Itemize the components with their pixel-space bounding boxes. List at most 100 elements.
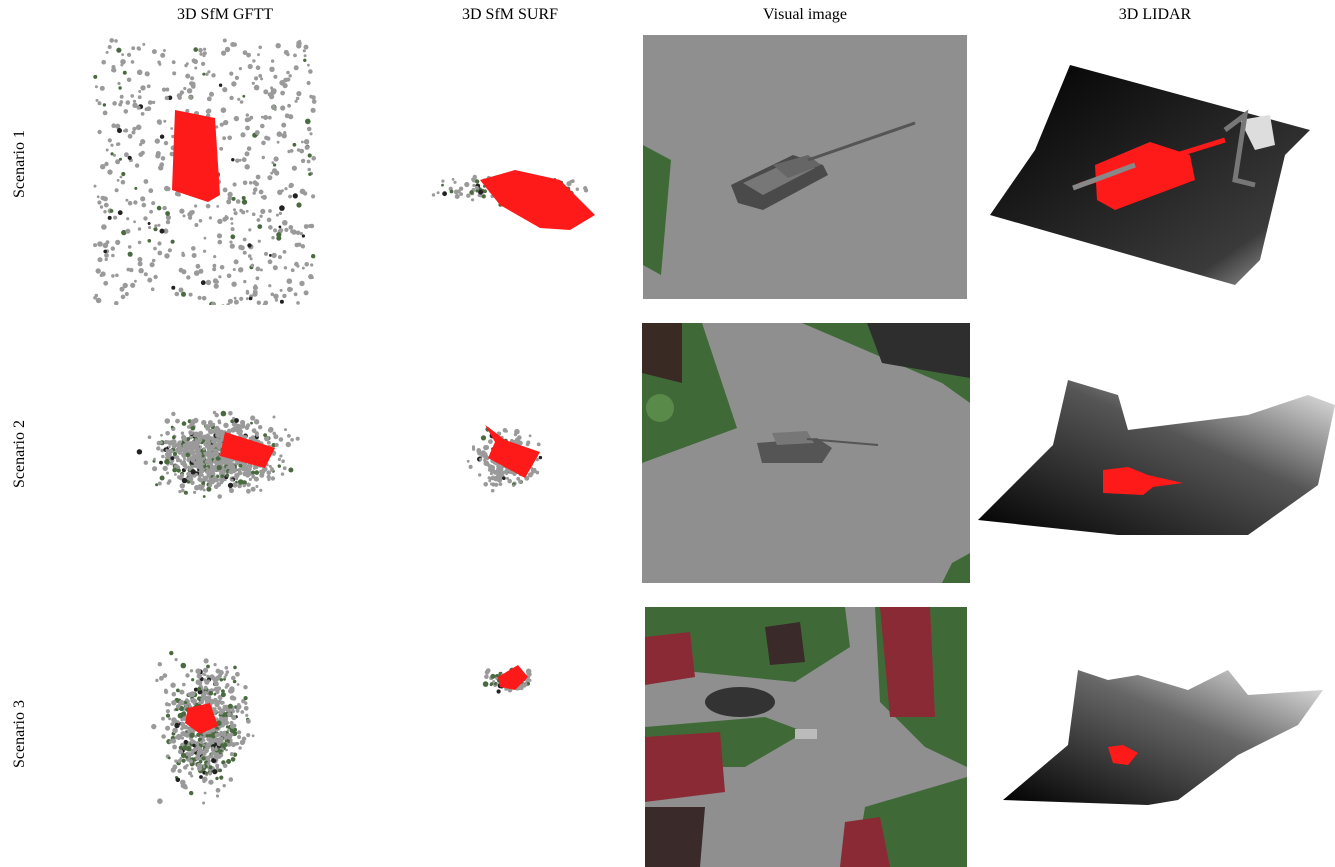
point bbox=[230, 227, 235, 232]
point bbox=[224, 736, 228, 740]
point bbox=[270, 59, 275, 63]
point bbox=[151, 723, 157, 730]
point bbox=[201, 756, 206, 761]
point bbox=[290, 268, 295, 273]
point bbox=[186, 456, 191, 461]
point bbox=[111, 253, 115, 258]
point bbox=[213, 466, 217, 470]
point bbox=[210, 755, 214, 759]
pointcloud-svg bbox=[431, 170, 595, 230]
point bbox=[168, 717, 172, 721]
point bbox=[276, 131, 283, 137]
point bbox=[181, 477, 188, 484]
surf-pointcloud-scenario-3 bbox=[440, 595, 590, 860]
point bbox=[507, 478, 512, 484]
point bbox=[293, 292, 298, 297]
point bbox=[267, 259, 273, 265]
point bbox=[148, 188, 154, 194]
point bbox=[239, 208, 243, 213]
point bbox=[238, 244, 244, 250]
point bbox=[215, 125, 219, 129]
point bbox=[271, 104, 276, 110]
point bbox=[296, 148, 301, 152]
point bbox=[246, 718, 251, 724]
point bbox=[189, 790, 194, 796]
point bbox=[157, 662, 162, 667]
point bbox=[213, 663, 217, 667]
point bbox=[194, 204, 198, 208]
point bbox=[179, 473, 185, 478]
point bbox=[249, 257, 253, 261]
point bbox=[466, 193, 471, 198]
point bbox=[260, 208, 266, 214]
point bbox=[279, 288, 283, 292]
point bbox=[230, 419, 234, 423]
point bbox=[506, 476, 509, 480]
point bbox=[165, 709, 170, 714]
point bbox=[237, 703, 241, 707]
point bbox=[270, 292, 275, 297]
point bbox=[205, 755, 211, 761]
point bbox=[496, 689, 501, 694]
point bbox=[233, 211, 238, 216]
point bbox=[212, 769, 218, 775]
point bbox=[147, 435, 152, 439]
point bbox=[255, 485, 259, 488]
point bbox=[196, 762, 203, 769]
point bbox=[198, 469, 204, 474]
point bbox=[202, 495, 206, 498]
point bbox=[160, 433, 163, 437]
point bbox=[186, 88, 193, 94]
point bbox=[147, 222, 151, 225]
point bbox=[136, 69, 143, 76]
point bbox=[269, 66, 275, 72]
point bbox=[182, 716, 187, 721]
point bbox=[164, 456, 168, 460]
point bbox=[201, 483, 206, 488]
point bbox=[179, 483, 185, 489]
point bbox=[255, 266, 261, 272]
point bbox=[178, 459, 183, 463]
point bbox=[237, 479, 244, 485]
point bbox=[242, 237, 247, 242]
point bbox=[226, 466, 230, 470]
point bbox=[189, 669, 194, 673]
point bbox=[496, 464, 500, 469]
point bbox=[295, 96, 300, 101]
point bbox=[214, 451, 219, 456]
lidar-scenario-3 bbox=[998, 665, 1328, 835]
point bbox=[103, 280, 109, 286]
point bbox=[172, 764, 178, 770]
point bbox=[303, 290, 309, 296]
point bbox=[235, 158, 240, 163]
point bbox=[147, 100, 153, 105]
point bbox=[256, 218, 261, 222]
building bbox=[840, 817, 890, 867]
point bbox=[95, 297, 102, 304]
point bbox=[182, 731, 186, 735]
point bbox=[136, 105, 141, 110]
point bbox=[242, 250, 247, 255]
point bbox=[201, 295, 207, 301]
point bbox=[213, 475, 216, 479]
point bbox=[243, 279, 247, 284]
row-header-scenario-1: Scenario 1 bbox=[11, 130, 28, 198]
point bbox=[132, 99, 137, 103]
visual-image-scenario-1 bbox=[643, 35, 967, 299]
point bbox=[271, 236, 275, 240]
point bbox=[99, 205, 104, 209]
point bbox=[181, 452, 187, 458]
point bbox=[235, 199, 241, 204]
point bbox=[214, 707, 217, 710]
point bbox=[472, 447, 476, 451]
point bbox=[242, 180, 248, 186]
point bbox=[220, 701, 224, 705]
point bbox=[156, 119, 162, 125]
point bbox=[162, 465, 168, 472]
point bbox=[229, 720, 234, 726]
point bbox=[226, 742, 231, 747]
point bbox=[222, 136, 227, 141]
point bbox=[165, 431, 170, 436]
point bbox=[278, 211, 282, 215]
point bbox=[222, 731, 226, 735]
